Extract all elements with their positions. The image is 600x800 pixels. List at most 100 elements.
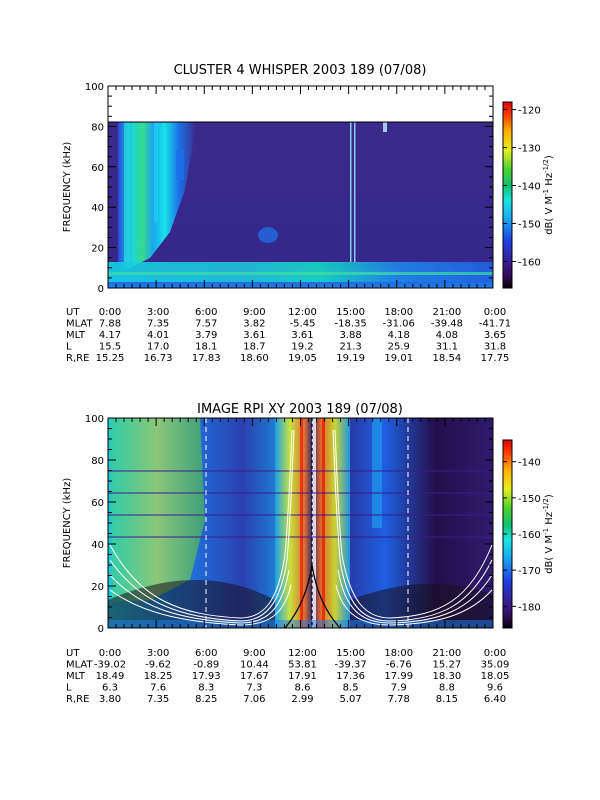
spectrogram-line xyxy=(354,122,356,262)
ephemeris-value: 3.80 xyxy=(99,694,121,705)
ephemeris-value: 18.60 xyxy=(240,353,269,364)
ephemeris-value: 15.27 xyxy=(433,660,462,671)
ephemeris-table: UT 0:00 3:00 6:00 9:00 12:00 15:00 18:00 21:00 0:… xyxy=(66,648,509,705)
ephemeris-row-label: L xyxy=(66,342,72,353)
model-curve xyxy=(109,429,293,619)
time-markers xyxy=(205,418,409,628)
model-curves-black xyxy=(284,418,341,629)
ephemeris-value: 53.81 xyxy=(288,660,317,671)
ephemeris-value: 3:00 xyxy=(147,307,169,318)
ephemeris-value: 18.1 xyxy=(195,342,217,353)
panel-title: CLUSTER 4 WHISPER 2003 189 (07/08) xyxy=(174,63,427,78)
spectrogram-stripe xyxy=(108,492,493,494)
ephemeris-value: 6:00 xyxy=(195,648,217,659)
spectrogram-streak xyxy=(124,122,130,262)
model-curve xyxy=(109,569,290,624)
ephemeris-value: 8.15 xyxy=(436,694,458,705)
ephemeris-value: 6.40 xyxy=(484,694,506,705)
y-axis-label: FREQUENCY (kHz) xyxy=(62,142,73,233)
y-tick-label: 0 xyxy=(98,284,104,295)
ephemeris-value: 9.6 xyxy=(487,683,503,694)
ephemeris-value: 3.82 xyxy=(243,319,265,330)
colorbar-tick-label: -130 xyxy=(518,144,541,155)
ephemeris-row-label: R,RE xyxy=(66,353,89,364)
ephemeris-table: UT 0:00 3:00 6:00 9:00 12:00 15:00 18:00 21:00 0:… xyxy=(66,307,511,364)
ephemeris-value: 19.2 xyxy=(291,342,313,353)
ephemeris-value: 4.18 xyxy=(388,330,410,341)
spectrogram-image xyxy=(108,86,493,288)
y-tick-label: 80 xyxy=(91,456,104,467)
ephemeris-row-label: MLT xyxy=(66,330,86,341)
ephemeris-value: 17.91 xyxy=(288,671,317,682)
spectrogram-patch xyxy=(383,122,387,132)
ephemeris-value: 6.3 xyxy=(102,683,118,694)
cluster-panel: CLUSTER 4 WHISPER 2003 189 (07/08) xyxy=(62,63,555,364)
ephemeris-value: 3.65 xyxy=(484,330,506,341)
y-tick-label: 20 xyxy=(91,582,104,593)
ephemeris-value: 7.78 xyxy=(388,694,410,705)
ephemeris-value: 18:00 xyxy=(384,648,413,659)
ephemeris-value: 17.67 xyxy=(240,671,269,682)
ephemeris-value: 18.7 xyxy=(243,342,265,353)
ephemeris-value: 18.54 xyxy=(433,353,462,364)
spectrogram-streak xyxy=(140,122,145,242)
ephemeris-value: 7.6 xyxy=(150,683,166,694)
ephemeris-value: 15.5 xyxy=(99,342,121,353)
y-axis-label: FREQUENCY (kHz) xyxy=(62,478,73,569)
ephemeris-value: 7.3 xyxy=(246,683,262,694)
spectrogram-streak xyxy=(154,122,158,222)
ephemeris-value: 7.9 xyxy=(391,683,407,694)
ephemeris-value: -0.89 xyxy=(193,660,219,671)
ephemeris-value: 3.61 xyxy=(243,330,265,341)
ephemeris-value: 16.73 xyxy=(144,353,173,364)
ephemeris-value: 9:00 xyxy=(243,648,265,659)
spectrogram-patch xyxy=(258,227,278,243)
ephemeris-value: 8.3 xyxy=(198,683,214,694)
ephemeris-row-label: L xyxy=(66,683,72,694)
model-curve xyxy=(109,584,292,626)
ephemeris-value: 18.05 xyxy=(481,671,510,682)
ephemeris-value: 8.5 xyxy=(343,683,359,694)
ephemeris-value: 17.83 xyxy=(192,353,221,364)
y-tick-label: 60 xyxy=(91,163,104,174)
spectrogram-image xyxy=(108,418,493,628)
ephemeris-value: 7.88 xyxy=(99,319,121,330)
colorbar-tick-label: -120 xyxy=(518,106,541,117)
ephemeris-value: 7.06 xyxy=(243,694,265,705)
x-axis xyxy=(107,418,494,628)
ephemeris-value: 0:00 xyxy=(484,648,506,659)
y-tick-label: 80 xyxy=(91,122,104,133)
ephemeris-value: 7.57 xyxy=(195,319,217,330)
ephemeris-value: 21.3 xyxy=(339,342,361,353)
ephemeris-value: 8.25 xyxy=(195,694,217,705)
ephemeris-value: -39.02 xyxy=(94,660,126,671)
ephemeris-value: 4.17 xyxy=(99,330,121,341)
model-curve xyxy=(109,429,295,622)
image-rpi-panel: IMAGE RPI XY 2003 189 (07/08) xyxy=(62,402,555,705)
model-curve xyxy=(332,429,493,622)
ephemeris-value: 17.99 xyxy=(384,671,413,682)
ephemeris-value: 17.93 xyxy=(192,671,221,682)
y-tick-label: 20 xyxy=(91,244,104,255)
spectrogram-stripe xyxy=(108,536,493,538)
ephemeris-value: 31.1 xyxy=(436,342,458,353)
ephemeris-value: 21:00 xyxy=(432,648,461,659)
ephemeris-value: 0:00 xyxy=(99,307,121,318)
spectrogram-stripe xyxy=(108,470,493,472)
colorbar xyxy=(502,101,513,289)
ephemeris-value: 12:00 xyxy=(288,307,317,318)
spectrogram-low-line xyxy=(108,272,493,275)
ephemeris-value: 19.01 xyxy=(384,353,413,364)
ephemeris-value: 17.75 xyxy=(481,353,510,364)
y-tick-label: 40 xyxy=(91,540,104,551)
ephemeris-value: 5.07 xyxy=(339,694,361,705)
ephemeris-value: 0:00 xyxy=(99,648,121,659)
ephemeris-row-label: UT xyxy=(66,307,80,318)
ephemeris-value: -5.45 xyxy=(290,319,316,330)
ephemeris-value: -18.35 xyxy=(335,319,367,330)
ephemeris-value: -39.37 xyxy=(335,660,367,671)
ephemeris-value: 15:00 xyxy=(336,648,365,659)
ephemeris-value: 18.30 xyxy=(433,671,462,682)
